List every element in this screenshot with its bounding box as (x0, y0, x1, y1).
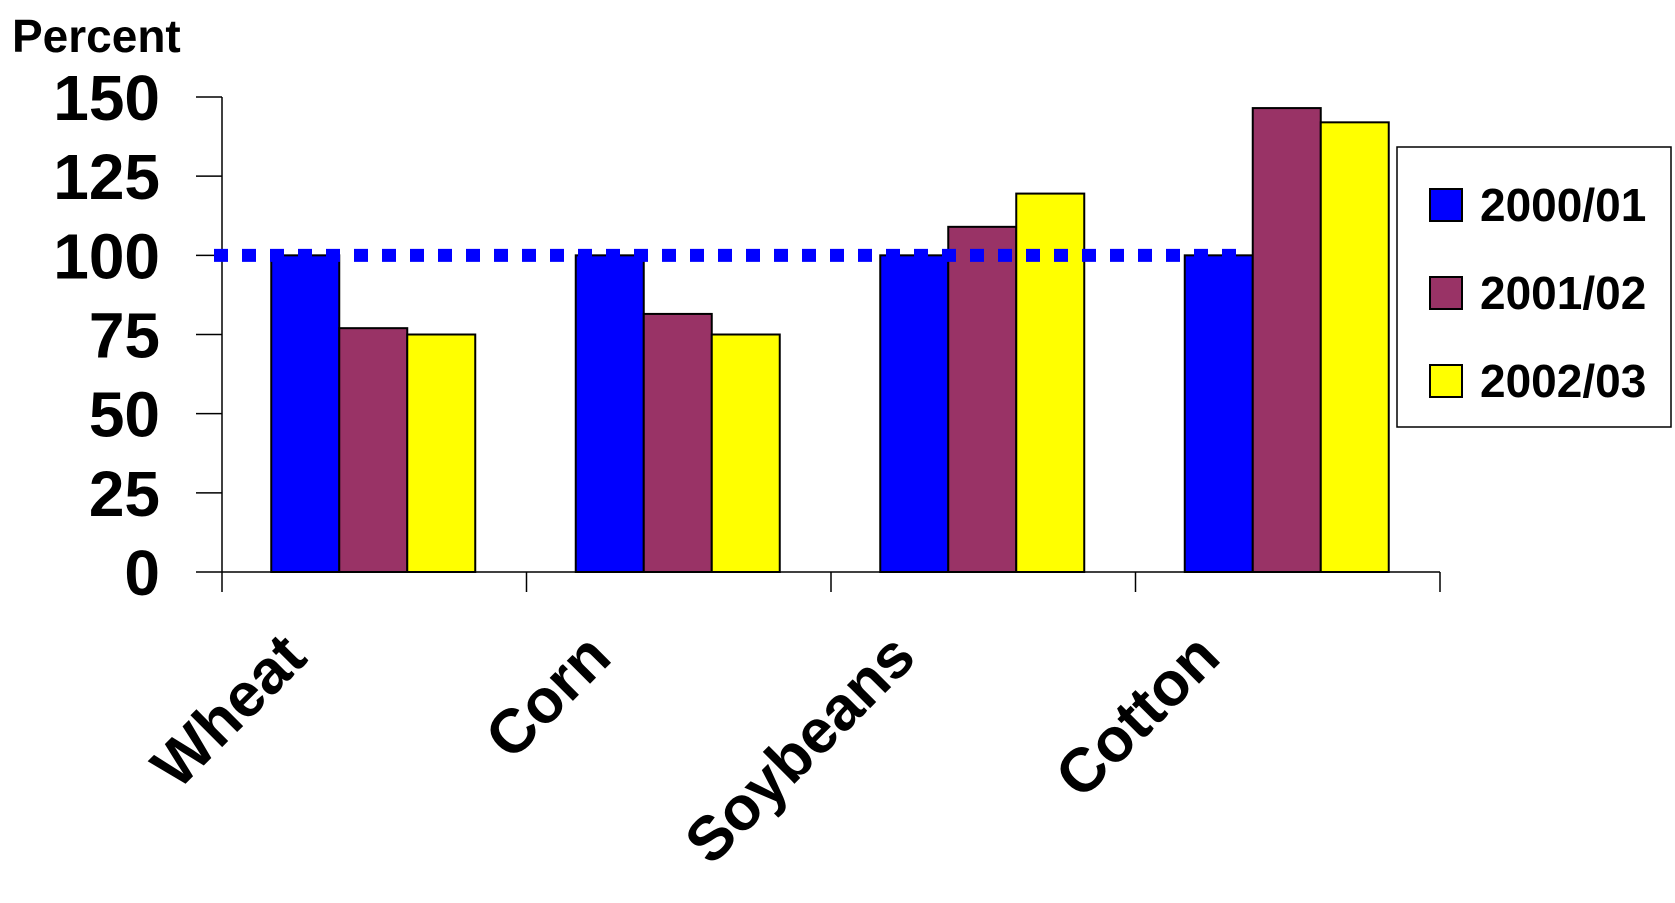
category-label-wheat: Wheat (139, 621, 319, 801)
y-tick-label: 125 (53, 141, 160, 213)
bar-soybeans-2001-02 (947, 225, 1018, 573)
legend-swatch-2000-01 (1429, 188, 1463, 222)
bar-wheat-2000-01 (270, 254, 341, 573)
bar-corn-2002-03 (710, 333, 781, 573)
y-tick-label: 100 (53, 220, 160, 292)
y-tick-label: 0 (124, 537, 160, 609)
bar-cotton-2002-03 (1319, 121, 1390, 573)
y-tick-label: 50 (89, 379, 160, 451)
bar-wheat-2002-03 (406, 333, 477, 573)
bar-corn-2001-02 (642, 312, 713, 573)
category-labels: Wheat Corn Soybeans Cotton (139, 621, 1233, 877)
bar-corn-2000-01 (574, 254, 645, 573)
bar-soybeans-2000-01 (879, 254, 950, 573)
bar-soybeans-2002-03 (1015, 192, 1086, 573)
y-axis-label: Percent (12, 10, 181, 62)
legend-swatch-2002-03 (1429, 364, 1463, 398)
bar-wheat-2001-02 (338, 327, 409, 573)
bar-cotton-2001-02 (1251, 107, 1322, 573)
bar-cotton-2000-01 (1183, 254, 1254, 573)
bars (270, 107, 1390, 573)
legend-label-2002-03: 2002/03 (1480, 355, 1646, 407)
y-tick-label: 25 (89, 458, 160, 530)
legend: 2000/01 2001/02 2002/03 (1396, 146, 1672, 428)
y-tick-label: 150 (53, 62, 160, 134)
category-label-corn: Corn (473, 621, 624, 772)
legend-swatch-2001-02 (1429, 276, 1463, 310)
y-tick-label: 75 (89, 300, 160, 372)
category-label-cotton: Cotton (1043, 621, 1233, 811)
legend-label-2000-01: 2000/01 (1480, 179, 1646, 231)
category-label-soybeans: Soybeans (672, 621, 928, 877)
legend-label-2001-02: 2001/02 (1480, 267, 1646, 319)
